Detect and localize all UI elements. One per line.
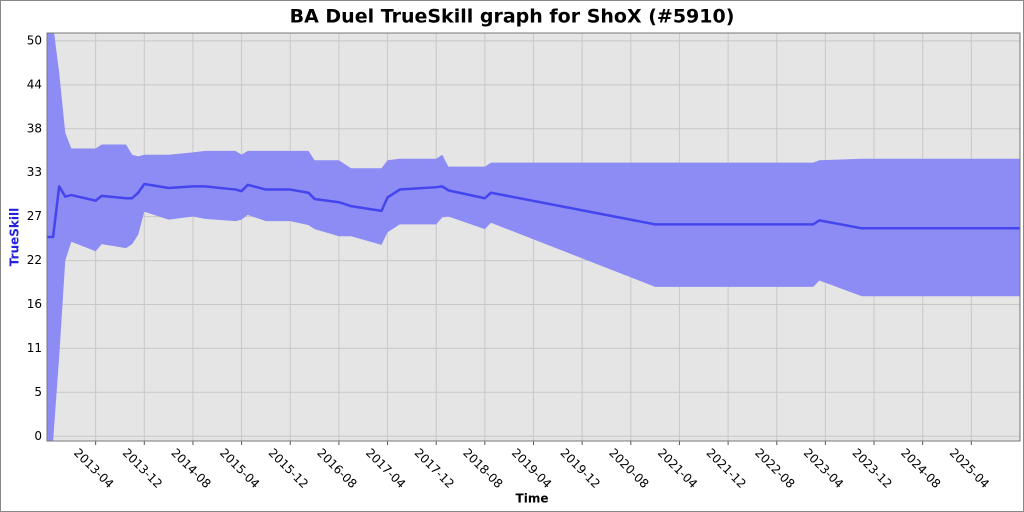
y-tick-label: 5 (34, 385, 42, 399)
y-tick-label: 27 (27, 209, 42, 223)
y-tick-label: 44 (27, 77, 42, 91)
y-tick-label: 50 (27, 33, 42, 47)
y-tick-label: 22 (27, 253, 42, 267)
plot-border (46, 32, 1021, 442)
y-tick-label: 38 (27, 121, 42, 135)
skill-line (47, 182, 1020, 239)
y-tick-label: 16 (27, 297, 42, 311)
chart-title: BA Duel TrueSkill graph for ShoX (#5910) (290, 6, 735, 28)
y-tick-label: 0 (34, 429, 42, 443)
y-tick-label: 33 (27, 165, 42, 179)
x-axis-label: Time (516, 492, 549, 506)
plot (47, 33, 1020, 441)
uncertainty-band (47, 33, 1020, 441)
y-axis-label: TrueSkill (8, 208, 22, 266)
y-tick-label: 11 (27, 341, 42, 355)
